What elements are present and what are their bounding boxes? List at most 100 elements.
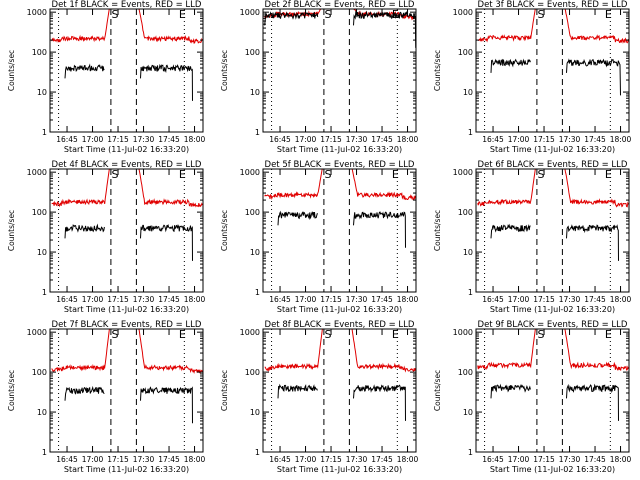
x-axis-label: Start Time (11-Jul-02 16:33:20) xyxy=(64,465,189,474)
y-axis-label: Counts/sec xyxy=(433,370,442,411)
y-axis-label: Counts/sec xyxy=(220,210,229,251)
x-tick-label: 16:45 xyxy=(482,135,504,144)
chart-title: Det 7f BLACK = Events, RED = LLD xyxy=(52,320,202,330)
y-tick-label: 1000 xyxy=(27,328,47,337)
x-tick-label: 17:00 xyxy=(295,135,317,144)
x-tick-label: 17:15 xyxy=(107,295,129,304)
chart-det-3: Det 3f BLACK = Events, RED = LLD 1 10 100 10… xyxy=(433,0,632,154)
start-marker: S xyxy=(537,8,544,21)
start-marker: S xyxy=(324,328,331,341)
x-tick-label: 17:30 xyxy=(133,455,155,464)
x-tick-label: 17:00 xyxy=(508,295,530,304)
y-tick-label: 1 xyxy=(468,128,473,137)
x-tick-label: 18:00 xyxy=(610,295,632,304)
x-tick-label: 18:00 xyxy=(184,135,206,144)
y-tick-label: 100 xyxy=(32,368,47,377)
y-tick-label: 1 xyxy=(255,128,260,137)
x-axis-label: Start Time (11-Jul-02 16:33:20) xyxy=(490,305,615,314)
x-tick-label: 17:30 xyxy=(133,135,155,144)
x-axis-label: Start Time (11-Jul-02 16:33:20) xyxy=(277,465,402,474)
end-marker: E xyxy=(392,8,399,21)
y-tick-label: 10 xyxy=(250,408,260,417)
y-tick-label: 10 xyxy=(250,88,260,97)
x-tick-label: 17:00 xyxy=(82,455,104,464)
series-events xyxy=(140,64,193,101)
x-tick-label: 17:15 xyxy=(320,455,342,464)
y-tick-label: 10 xyxy=(463,88,473,97)
chart-det-5: Det 5f BLACK = Events, RED = LLD 1 10 100 10… xyxy=(220,160,419,314)
y-tick-label: 100 xyxy=(32,48,47,57)
series-events xyxy=(277,210,318,226)
plot-frame xyxy=(49,8,204,133)
x-tick-label: 17:30 xyxy=(559,295,581,304)
plot-frame xyxy=(475,8,630,133)
x-tick-label: 17:00 xyxy=(295,295,317,304)
x-axis-label: Start Time (11-Jul-02 16:33:20) xyxy=(490,145,615,154)
x-tick-label: 17:45 xyxy=(371,455,393,464)
start-marker: S xyxy=(537,328,544,341)
series-events xyxy=(64,385,105,401)
x-tick-label: 17:45 xyxy=(158,295,180,304)
chart-title: Det 6f BLACK = Events, RED = LLD xyxy=(478,160,628,170)
y-tick-label: 10 xyxy=(37,88,47,97)
series-events xyxy=(566,58,621,96)
plot-frame xyxy=(475,328,630,453)
x-tick-label: 17:30 xyxy=(346,455,368,464)
y-tick-label: 1 xyxy=(255,448,260,457)
plot-frame xyxy=(262,328,417,453)
chart-title: Det 2f BLACK = Events, RED = LLD xyxy=(265,0,415,10)
y-tick-label: 100 xyxy=(458,368,473,377)
x-tick-label: 17:15 xyxy=(107,455,129,464)
chart-det-2: Det 2f BLACK = Events, RED = LLD 1 10 100 10… xyxy=(220,0,419,154)
x-tick-label: 17:45 xyxy=(371,295,393,304)
x-tick-label: 16:45 xyxy=(269,455,291,464)
chart-title: Det 8f BLACK = Events, RED = LLD xyxy=(265,320,415,330)
end-marker: E xyxy=(605,328,612,341)
series-events xyxy=(490,223,531,239)
x-axis-label: Start Time (11-Jul-02 16:33:20) xyxy=(64,145,189,154)
y-tick-label: 100 xyxy=(245,208,260,217)
plot-frame xyxy=(262,8,417,133)
x-tick-label: 17:30 xyxy=(133,295,155,304)
plot-frame xyxy=(475,168,630,293)
end-marker: E xyxy=(392,328,399,341)
end-marker: E xyxy=(605,8,612,21)
y-tick-label: 10 xyxy=(250,248,260,257)
chart-det-4: Det 4f BLACK = Events, RED = LLD 1 10 100 10… xyxy=(7,160,206,314)
y-tick-label: 1000 xyxy=(27,168,47,177)
end-marker: E xyxy=(179,168,186,181)
x-tick-label: 17:15 xyxy=(533,295,555,304)
x-tick-label: 17:00 xyxy=(82,135,104,144)
x-tick-label: 17:30 xyxy=(346,135,368,144)
x-tick-label: 17:00 xyxy=(295,455,317,464)
series-lld xyxy=(477,169,629,208)
start-marker: S xyxy=(324,8,331,21)
end-marker: E xyxy=(392,168,399,181)
end-marker: E xyxy=(179,328,186,341)
x-axis-label: Start Time (11-Jul-02 16:33:20) xyxy=(277,305,402,314)
y-axis-label: Counts/sec xyxy=(7,370,16,411)
x-tick-label: 17:45 xyxy=(584,455,606,464)
chart-det-1: Det 1f BLACK = Events, RED = LLD 1 10 100 10… xyxy=(7,0,206,154)
y-tick-label: 1000 xyxy=(27,8,47,17)
y-tick-label: 1 xyxy=(42,128,47,137)
x-tick-label: 18:00 xyxy=(610,455,632,464)
y-tick-label: 1 xyxy=(42,288,47,297)
series-lld xyxy=(51,329,203,374)
series-lld xyxy=(51,9,203,44)
y-tick-label: 1 xyxy=(468,288,473,297)
x-tick-label: 18:00 xyxy=(184,455,206,464)
x-tick-label: 16:45 xyxy=(56,135,78,144)
series-events xyxy=(64,63,105,79)
y-tick-label: 1000 xyxy=(240,328,260,337)
start-marker: S xyxy=(111,328,118,341)
x-tick-label: 17:45 xyxy=(584,135,606,144)
chart-title: Det 4f BLACK = Events, RED = LLD xyxy=(52,160,202,170)
series-lld xyxy=(264,9,416,21)
y-tick-label: 10 xyxy=(463,248,473,257)
series-lld xyxy=(477,329,629,371)
y-tick-label: 100 xyxy=(245,368,260,377)
x-tick-label: 16:45 xyxy=(269,295,291,304)
y-axis-label: Counts/sec xyxy=(7,210,16,251)
